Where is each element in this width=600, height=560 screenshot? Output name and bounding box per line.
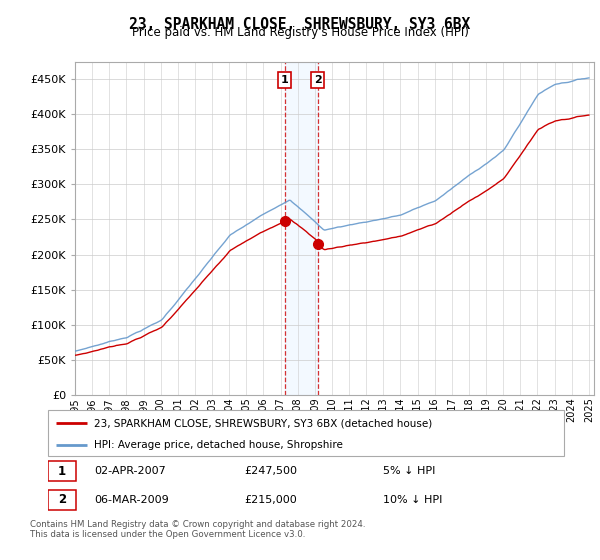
- Text: 23, SPARKHAM CLOSE, SHREWSBURY, SY3 6BX (detached house): 23, SPARKHAM CLOSE, SHREWSBURY, SY3 6BX …: [94, 418, 433, 428]
- Text: 2: 2: [58, 493, 66, 506]
- Text: 1: 1: [58, 465, 66, 478]
- Text: 1: 1: [281, 75, 289, 85]
- Bar: [285, 62, 318, 395]
- Text: £215,000: £215,000: [244, 495, 297, 505]
- Text: 23, SPARKHAM CLOSE, SHREWSBURY, SY3 6BX: 23, SPARKHAM CLOSE, SHREWSBURY, SY3 6BX: [130, 17, 470, 32]
- Text: HPI: Average price, detached house, Shropshire: HPI: Average price, detached house, Shro…: [94, 440, 343, 450]
- Text: 10% ↓ HPI: 10% ↓ HPI: [383, 495, 443, 505]
- Text: 5% ↓ HPI: 5% ↓ HPI: [383, 466, 436, 476]
- FancyBboxPatch shape: [48, 490, 76, 510]
- Text: Contains HM Land Registry data © Crown copyright and database right 2024.
This d: Contains HM Land Registry data © Crown c…: [30, 520, 365, 539]
- Text: Price paid vs. HM Land Registry's House Price Index (HPI): Price paid vs. HM Land Registry's House …: [131, 26, 469, 39]
- Text: 2: 2: [314, 75, 322, 85]
- Text: £247,500: £247,500: [244, 466, 297, 476]
- FancyBboxPatch shape: [48, 461, 76, 481]
- Text: 02-APR-2007: 02-APR-2007: [94, 466, 166, 476]
- FancyBboxPatch shape: [48, 410, 564, 456]
- Text: 06-MAR-2009: 06-MAR-2009: [94, 495, 169, 505]
